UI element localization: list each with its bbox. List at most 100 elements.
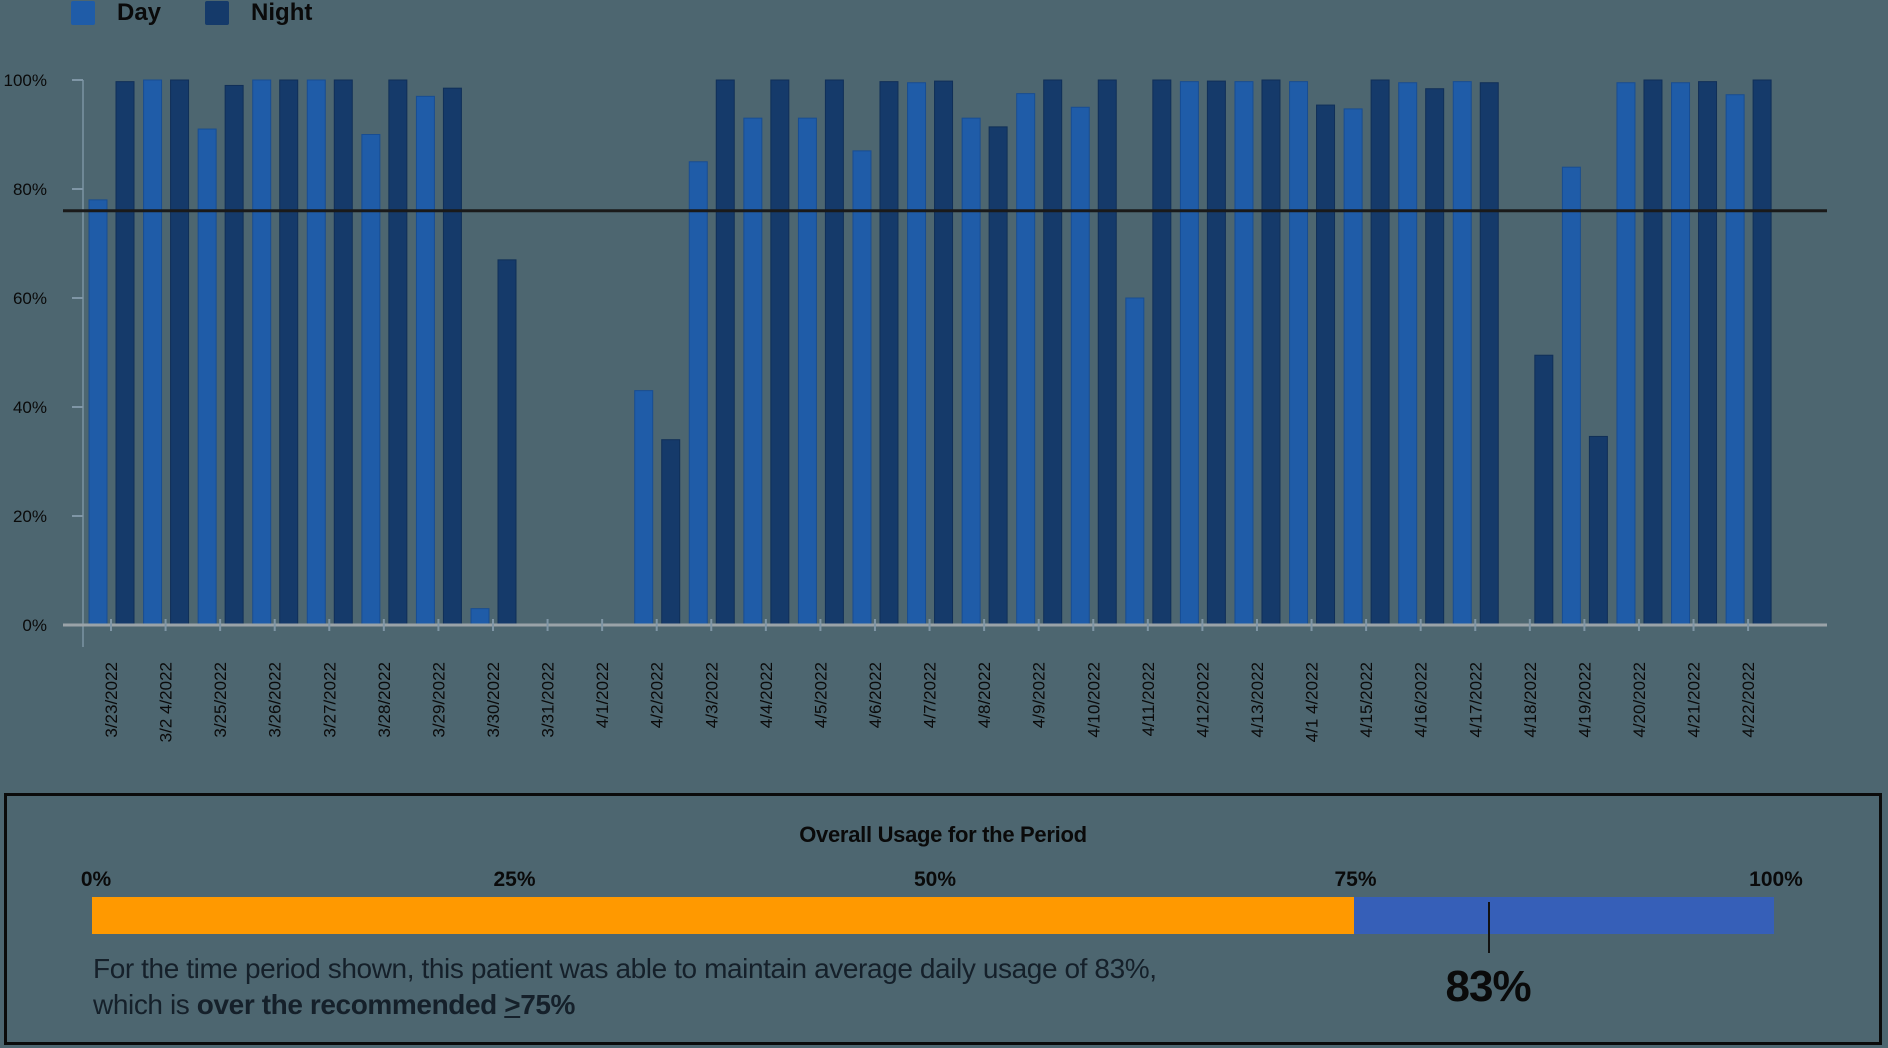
day-bar: [361, 134, 381, 626]
night-bar: [988, 126, 1008, 626]
day-swatch-icon: [71, 1, 95, 25]
y-tick-label: 0%: [22, 616, 47, 635]
day-bar: [1398, 82, 1418, 626]
night-bar: [1152, 79, 1172, 626]
night-bar: [1752, 79, 1772, 626]
night-bar: [1370, 79, 1390, 626]
night-bar: [661, 439, 681, 626]
x-tick-label: 4/16/2022: [1412, 662, 1431, 738]
night-bar: [1479, 82, 1499, 626]
y-tick-label: 100%: [4, 71, 47, 90]
y-tick-label: 60%: [13, 289, 47, 308]
ge-symbol: >: [504, 989, 521, 1020]
x-tick-label: 4/6/2022: [866, 662, 885, 728]
y-tick-label: 20%: [13, 507, 47, 526]
scale-label: 0%: [80, 868, 112, 891]
x-tick-label: 4/17/2022: [1466, 662, 1485, 738]
night-bar: [497, 259, 517, 626]
below-target-segment: [92, 897, 1354, 934]
day-bar: [961, 117, 981, 626]
x-tick-label: 4/12/2022: [1193, 662, 1212, 738]
bar-series: [88, 79, 1772, 626]
day-bar: [1343, 108, 1363, 626]
x-tick-label: 4/22/2022: [1739, 662, 1758, 738]
night-bar: [333, 79, 353, 626]
night-bar: [715, 79, 735, 626]
y-tick-label: 80%: [13, 180, 47, 199]
night-bar: [442, 87, 462, 626]
day-bar: [1125, 297, 1145, 626]
day-bar: [852, 150, 872, 626]
legend-label-day: Day: [117, 0, 162, 26]
day-bar: [470, 608, 490, 626]
day-bar: [907, 82, 927, 626]
night-bar: [1425, 88, 1445, 626]
legend-item-night: Night: [205, 0, 312, 27]
day-bar: [88, 199, 108, 626]
night-bar: [115, 81, 135, 626]
day-bar: [143, 79, 163, 626]
x-tick-label: 3/26/2022: [266, 662, 285, 738]
day-bar: [1070, 106, 1090, 626]
day-bar: [1616, 82, 1636, 626]
usage-progress-bar: [92, 897, 1774, 934]
x-tick-label: 4/11/2022: [1139, 662, 1158, 736]
overall-usage-panel: Overall Usage for the Period 0% 25% 50% 75%…: [4, 793, 1882, 1045]
x-tick-label: 3/31/2022: [539, 662, 558, 738]
x-tick-label: 4/10/2022: [1084, 662, 1103, 738]
scale-label: 50%: [913, 868, 957, 891]
summary-line-1: For the time period shown, this patient …: [93, 953, 1157, 984]
summary-line-2: which is over the recommended >75%: [93, 987, 1157, 1023]
x-tick-label: 4/15/2022: [1357, 662, 1376, 738]
x-tick-label: 4/9/2022: [1030, 662, 1049, 728]
legend-item-day: Day: [71, 0, 161, 27]
day-bar: [197, 128, 217, 626]
day-bar: [415, 95, 435, 626]
night-bar: [1206, 80, 1226, 626]
day-bar: [1725, 94, 1745, 626]
day-bar: [797, 117, 817, 626]
night-bar: [1316, 104, 1336, 626]
x-tick-label: 4/2/2022: [648, 662, 667, 728]
x-tick-label: 3/28/2022: [375, 662, 394, 738]
night-bar: [1534, 354, 1554, 626]
scale-label: 25%: [493, 868, 536, 891]
usage-bar-chart: 0%20%40%60%80%100% 3/23/2022 3/2 4/2022 3/…: [4, 71, 1827, 742]
chart-legend: Day Night: [71, 0, 356, 26]
day-bar: [1234, 81, 1254, 626]
usage-marker-line: [1488, 902, 1491, 953]
night-bar: [770, 79, 790, 626]
night-bar: [1698, 81, 1718, 626]
summary-text: For the time period shown, this patient …: [93, 951, 1157, 1023]
scale-label: 75%: [1334, 868, 1377, 891]
x-tick-label: 4/8/2022: [975, 662, 994, 728]
usage-value-label: 83%: [1445, 962, 1532, 1011]
night-bar: [824, 79, 844, 626]
x-tick-label: 4/4/2022: [757, 662, 776, 728]
panel-title: Overall Usage for the Period: [799, 822, 1087, 847]
day-bar: [1016, 93, 1036, 626]
above-target-segment: [1353, 897, 1774, 934]
night-bar: [1643, 79, 1663, 626]
day-bar: [1671, 82, 1691, 626]
day-bar: [1289, 81, 1309, 626]
x-tick-label: 3/23/2022: [102, 662, 121, 738]
day-bar: [1452, 81, 1472, 626]
night-bar: [879, 81, 899, 626]
legend-label-night: Night: [251, 0, 313, 26]
day-bar: [688, 161, 708, 626]
day-bar: [306, 79, 326, 626]
night-bar: [224, 84, 244, 626]
x-tick-label: 4/21/2022: [1685, 662, 1704, 738]
x-tick-label: 3/2 4/2022: [157, 662, 176, 742]
night-bar: [1043, 79, 1063, 626]
day-bar: [1561, 166, 1581, 626]
day-bar: [252, 79, 272, 626]
summary-prefix: which is: [93, 989, 197, 1020]
x-tick-label: 4/7/2022: [921, 662, 940, 728]
x-tick-label: 4/1/2022: [593, 662, 612, 728]
scale-label: 100%: [1749, 868, 1803, 891]
day-bar: [1179, 81, 1199, 626]
x-tick-label: 3/27/2022: [320, 662, 339, 738]
night-bar: [279, 79, 299, 626]
